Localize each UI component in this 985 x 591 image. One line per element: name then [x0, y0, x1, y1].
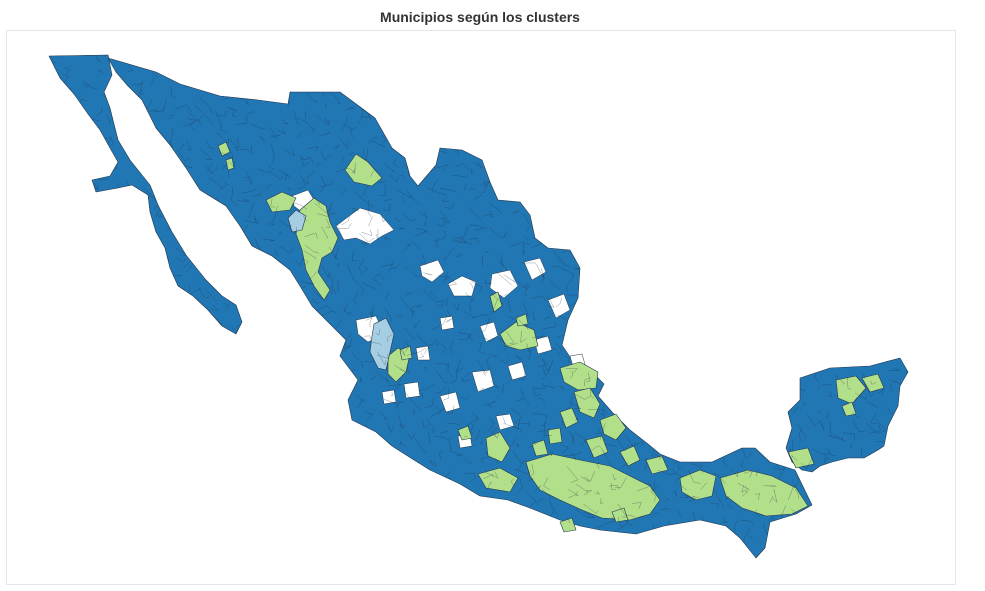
map-title: Municipios según los clusters [380, 9, 580, 25]
mainland-region[interactable] [107, 57, 813, 559]
green-cluster-areas [217, 141, 885, 533]
no-data-areas [291, 189, 587, 449]
baja-california-region[interactable] [48, 54, 243, 335]
